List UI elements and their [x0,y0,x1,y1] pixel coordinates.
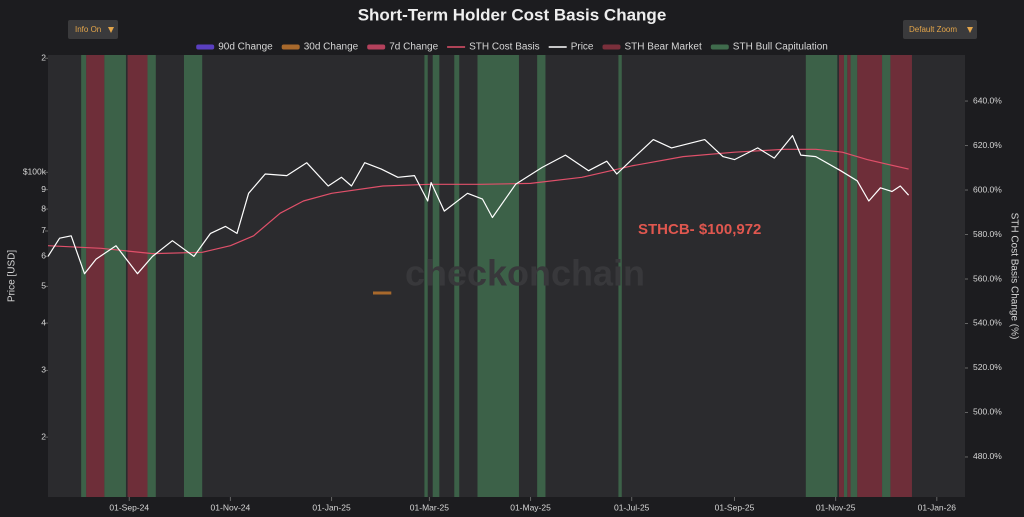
dropdown-icon[interactable] [967,27,973,33]
y2-tick-label: 560.0% [973,273,1002,283]
legend-label: STH Bear Market [625,42,702,53]
y2-tick-label: 480.0% [973,451,1002,461]
x-tick-label: 01-Jan-25 [312,502,351,512]
band [127,55,148,497]
y2-tick-label: 520.0% [973,362,1002,372]
y-tick-label: 6 [41,251,46,261]
y2-tick-label: 600.0% [973,184,1002,194]
dropdown-icon[interactable] [108,27,114,33]
y-tick-label: 3 [41,365,46,375]
legend-item: STH Cost Basis [447,42,540,53]
series-line [47,148,909,255]
legend-label: Price [571,42,594,53]
y-axis-label: Price [USD] [7,250,18,302]
button-label[interactable]: Info On [75,25,101,34]
y-tick-label: 8 [41,203,46,213]
band [838,55,844,497]
legend-swatch [710,44,729,50]
chart-title: Short-Term Holder Cost Basis Change [358,5,667,24]
band [424,55,428,497]
y-tick-label: 2 [41,431,46,441]
band [183,55,203,497]
x-tick-label: 01-Nov-24 [211,502,251,512]
band [537,55,546,497]
y-tick-label: 9 [41,184,46,194]
annotation: STHCB- $100,972 [638,221,761,238]
y2-tick-label: 500.0% [973,407,1002,417]
x-tick-label: 01-Mar-25 [410,502,449,512]
band [890,55,912,497]
y-tick-label: $100k [23,167,47,177]
legend-swatch [196,44,215,50]
zoom-button[interactable]: Default Zoom [903,20,977,39]
info-button[interactable]: Info On [68,20,118,39]
band [86,55,105,497]
bands [81,55,912,497]
band [104,55,126,497]
lines [47,135,910,295]
watermark: checkonchain [405,253,645,294]
legend-swatch [281,44,300,50]
band [847,55,851,497]
band [882,55,891,497]
legend-item: 7d Change [367,42,439,53]
x-tick-label: 01-Sep-24 [109,502,149,512]
band [477,55,519,497]
legend-item: Price [548,42,594,53]
button-bg[interactable] [903,20,977,39]
y2-tick-label: 620.0% [973,140,1002,150]
y-tick-label: 4 [41,317,46,327]
legend-label: 30d Change [304,42,359,53]
band [857,55,883,497]
legend-label: 7d Change [389,42,438,53]
band [432,55,440,497]
y-tick-label: 7 [41,225,46,235]
band [618,55,622,497]
button-bg[interactable] [68,20,118,39]
legend-item: 90d Change [196,42,273,53]
legend-label: 90d Change [218,42,273,53]
y-tick-label: 5 [41,281,46,291]
legend: 90d Change 30d Change 7d Change STH Cost Ba… [196,42,828,53]
x-tick-label: 01-Jan-26 [918,502,957,512]
band [81,55,87,497]
x-tick-label: 01-Sep-25 [715,502,755,512]
y2-tick-label: 640.0% [973,95,1002,105]
band [147,55,156,497]
legend-label: STH Bull Capitulation [733,42,828,53]
y-tick-label: 2 [41,53,46,63]
band [843,55,848,497]
x-tick-label: 01-Jul-25 [614,502,650,512]
x-tick-label: 01-Nov-25 [816,502,856,512]
legend-swatch [367,44,386,50]
legend-label: STH Cost Basis [469,42,540,53]
legend-item: STH Bear Market [602,42,702,53]
legend-item: 30d Change [281,42,359,53]
series-line [47,135,910,275]
y2-tick-label: 540.0% [973,318,1002,328]
x-tick-label: 01-May-25 [510,502,551,512]
legend-item: STH Bull Capitulation [710,42,828,53]
band [454,55,460,497]
button-label[interactable]: Default Zoom [909,25,957,34]
band [850,55,858,497]
band [805,55,838,497]
y2-tick-label: 580.0% [973,229,1002,239]
legend-swatch [602,44,621,50]
y2-axis-label: STH Cost Basis Change (%) [1008,213,1019,340]
